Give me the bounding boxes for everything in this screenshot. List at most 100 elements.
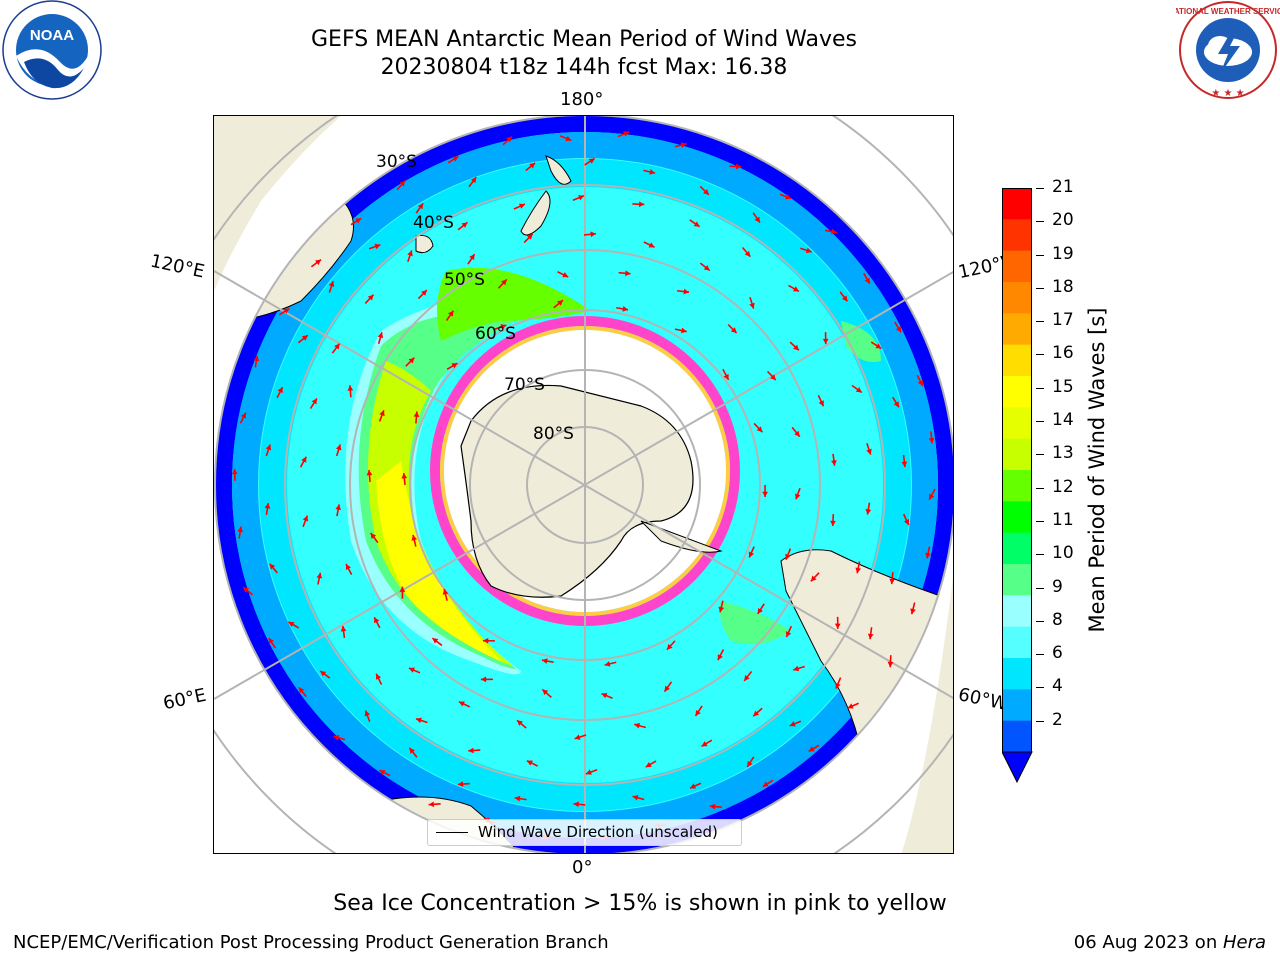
wind-wave-arrow-head xyxy=(506,136,512,143)
wind-wave-arrow-head xyxy=(730,327,737,334)
wind-wave-arrow-head xyxy=(240,412,247,419)
lat-label-30s: 30°S xyxy=(376,152,417,172)
wind-wave-arrow-head xyxy=(335,504,342,511)
colorbar-segment xyxy=(1002,219,1032,252)
colorbar-tick-label: 20 xyxy=(1052,210,1074,231)
wind-wave-arrow-head xyxy=(518,203,525,209)
wind-wave-arrow-head xyxy=(929,493,935,500)
colorbar-tick-label: 8 xyxy=(1052,609,1063,630)
machine-name: Hera xyxy=(1222,932,1266,953)
colorbar-tick-label: 10 xyxy=(1052,543,1074,564)
colorbar-tick-mark xyxy=(1036,720,1044,722)
wind-wave-arrow-head xyxy=(557,300,564,306)
colorbar-extend-triangle xyxy=(1002,751,1033,784)
colorbar-segment xyxy=(1002,313,1032,346)
wind-wave-arrow-head xyxy=(867,633,874,640)
colorbar-segment xyxy=(1002,532,1032,565)
wind-wave-arrow-head xyxy=(701,741,708,747)
colorbar-tick-label: 18 xyxy=(1052,276,1074,297)
wind-wave-arrow-head xyxy=(762,491,768,497)
colorbar-tick-label: 12 xyxy=(1052,476,1074,497)
wind-wave-arrow-head xyxy=(683,288,690,295)
lat-label-40s: 40°S xyxy=(413,213,454,233)
period-band-12 xyxy=(437,267,591,341)
wind-wave-arrow-head xyxy=(264,503,271,509)
wind-wave-arrow-head xyxy=(370,533,377,539)
wind-wave-arrow-head xyxy=(399,586,406,592)
wind-wave-arrow-head xyxy=(415,717,422,724)
wind-wave-arrow-head xyxy=(795,493,801,500)
wind-wave-arrow-head xyxy=(320,670,327,677)
wind-wave-arrow-head xyxy=(831,228,837,235)
colorbar-tick-mark xyxy=(1036,354,1044,356)
south-america-outside xyxy=(901,577,953,853)
wind-wave-arrow-head xyxy=(855,387,862,393)
colorbar-tick-label: 2 xyxy=(1052,709,1063,730)
wind-wave-arrow-head xyxy=(253,355,260,362)
wind-wave-arrow-head xyxy=(754,216,760,223)
wind-wave-arrow-head xyxy=(928,437,935,444)
colorbar-tick-mark xyxy=(1036,654,1044,656)
wind-wave-arrow-head xyxy=(808,746,815,752)
wind-wave-arrow-head xyxy=(645,761,652,768)
noaa-logo: NOAA xyxy=(2,0,102,100)
wind-wave-arrow-head xyxy=(893,401,899,408)
wind-wave-arrow-head xyxy=(375,673,382,680)
wind-wave-arrow-head xyxy=(723,373,729,380)
colorbar-tick-label: 17 xyxy=(1052,310,1074,331)
colorbar-tick-label: 16 xyxy=(1052,343,1074,364)
colorbar-tick-mark xyxy=(1036,321,1044,323)
map-panel xyxy=(213,115,954,854)
wind-wave-arrow-head xyxy=(526,760,533,766)
colorbar-segment xyxy=(1002,564,1032,596)
colorbar-segment xyxy=(1002,658,1032,690)
colorbar-segment xyxy=(1002,344,1032,377)
wind-wave-arrow-head xyxy=(374,243,381,250)
colorbar-tick-label: 21 xyxy=(1052,177,1074,197)
wind-wave-arrow-head xyxy=(717,654,723,661)
wind-wave-arrow-head xyxy=(585,769,592,775)
wind-wave-arrow-head xyxy=(483,637,489,644)
wind-wave-arrow-head xyxy=(578,195,585,201)
lon-label-180: 180° xyxy=(560,89,604,110)
colorbar-segment xyxy=(1002,595,1032,628)
wind-wave-arrow-head xyxy=(452,156,459,162)
wind-wave-arrow-head xyxy=(648,242,655,248)
wind-wave-arrow-head xyxy=(925,552,931,559)
colorbar-tick-label: 6 xyxy=(1052,643,1063,664)
colorbar-tick-mark xyxy=(1036,421,1044,423)
wind-wave-arrow-head xyxy=(335,444,342,451)
colorbar-tick-label: 9 xyxy=(1052,576,1063,597)
wind-wave-arrow-head xyxy=(268,637,274,644)
wind-wave-arrow-head xyxy=(340,625,347,632)
wind-wave-arrow-head xyxy=(744,250,751,257)
lat-label-70s: 70°S xyxy=(504,375,545,395)
colorbar-segment xyxy=(1002,407,1032,440)
wind-wave-arrow-head xyxy=(793,665,800,672)
wind-wave-arrow-head xyxy=(834,623,841,629)
wind-wave-arrow-head xyxy=(374,617,380,624)
longitude-gridlines xyxy=(214,116,953,853)
wind-wave-arrow-head xyxy=(301,335,308,341)
wind-wave-arrow-head xyxy=(793,344,799,351)
wind-wave-arrow-head xyxy=(649,169,656,175)
new-zealand-south xyxy=(520,190,551,236)
wind-wave-arrow-head xyxy=(457,781,464,787)
wind-wave-arrow-head xyxy=(901,461,908,468)
lat-label-60s: 60°S xyxy=(475,324,516,344)
wind-wave-arrow-head xyxy=(541,658,548,664)
wind-wave-arrow-head xyxy=(407,250,413,257)
wind-wave-arrow-head xyxy=(634,722,641,729)
wind-wave-arrow-head xyxy=(748,551,755,558)
wind-wave-arrow-head xyxy=(529,162,536,169)
wind-wave-arrow-head xyxy=(526,234,533,240)
new-zealand-north xyxy=(545,155,572,185)
wind-wave-arrow-head xyxy=(283,308,290,314)
wind-wave-arrow-head xyxy=(470,177,477,184)
wind-wave-arrow-head xyxy=(421,290,427,296)
wind-wave-arrow-head xyxy=(604,661,611,667)
wind-wave-arrow-head xyxy=(757,607,763,614)
wind-wave-arrow-head xyxy=(666,643,673,650)
wind-wave-arrow-head xyxy=(500,324,507,330)
wind-wave-arrow-head xyxy=(516,720,523,726)
